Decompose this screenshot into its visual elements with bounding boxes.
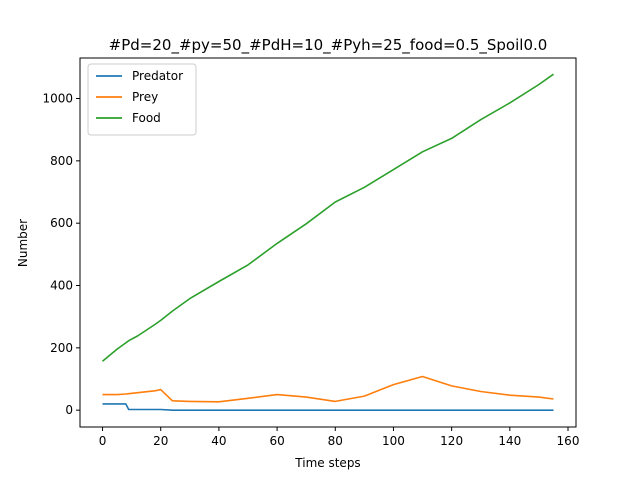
x-tick-label: 120 [440, 434, 463, 448]
x-tick-label: 40 [211, 434, 226, 448]
y-tick-label: 400 [50, 279, 73, 293]
y-tick-label: 0 [65, 403, 73, 417]
legend-label-food: Food [132, 111, 161, 125]
x-tick-label: 160 [557, 434, 580, 448]
y-tick-label: 800 [50, 154, 73, 168]
legend-label-prey: Prey [132, 90, 158, 104]
y-tick-label: 1000 [42, 92, 73, 106]
y-tick-label: 200 [50, 341, 73, 355]
x-tick-label: 60 [269, 434, 284, 448]
legend-label-predator: Predator [132, 69, 183, 83]
series-line-prey [102, 375, 554, 403]
x-tick-label: 0 [99, 434, 107, 448]
x-tick-label: 140 [498, 434, 521, 448]
x-axis-ticks: 0 20 40 60 80 100 120 140 160 [99, 427, 580, 448]
chart-title: #Pd=20_#py=50_#PdH=10_#Pyh=25_food=0.5_S… [109, 36, 548, 55]
x-tick-label: 80 [328, 434, 343, 448]
x-tick-label: 20 [153, 434, 168, 448]
series-line-food [101, 73, 554, 362]
x-tick-label: 100 [382, 434, 405, 448]
legend: Predator Prey Food [87, 63, 197, 136]
y-tick-label: 600 [50, 216, 73, 230]
y-axis-ticks: 0 200 400 600 800 1000 [42, 92, 80, 417]
y-axis-label: Number [16, 219, 30, 267]
series-line-predator [102, 403, 554, 412]
x-axis-label: Time steps [294, 456, 360, 470]
plot-frame [79, 57, 577, 428]
series-layer [101, 73, 554, 412]
